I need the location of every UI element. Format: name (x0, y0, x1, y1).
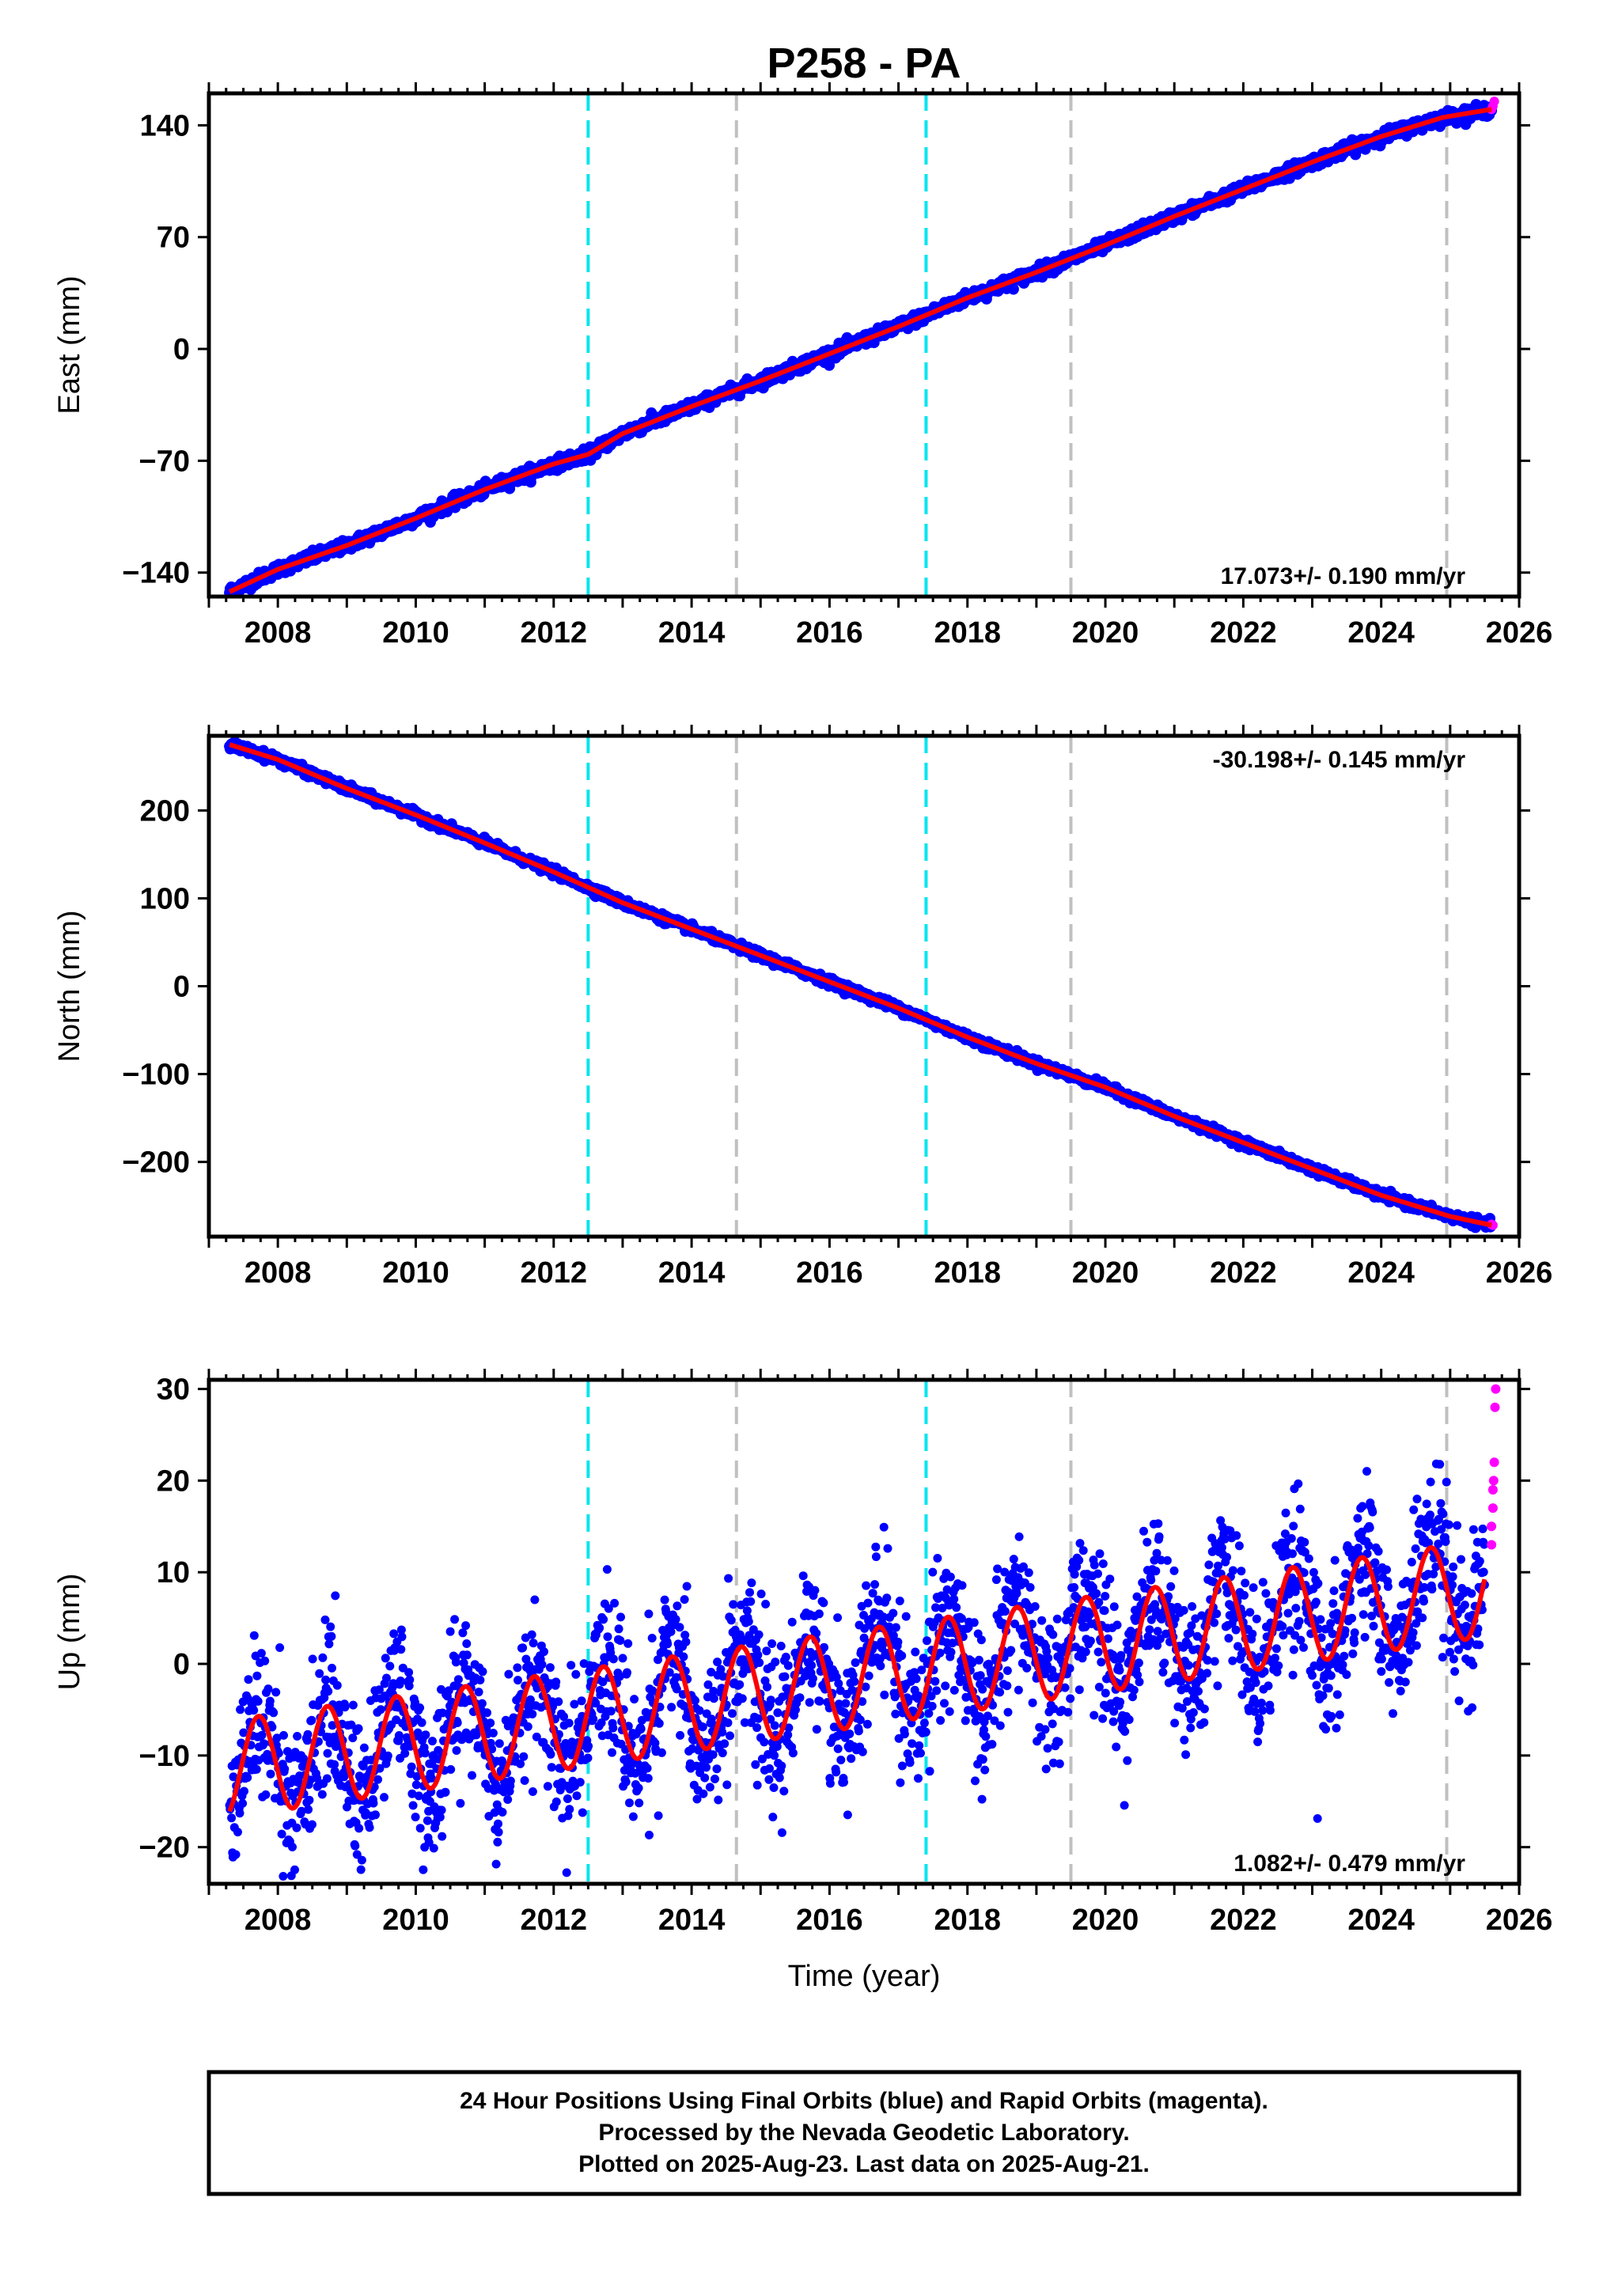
y-axis-label: North (mm) (53, 910, 86, 1062)
final-orbit-point (257, 1730, 267, 1740)
final-orbit-point (260, 1656, 270, 1665)
y-tick-label: 140 (140, 109, 190, 142)
final-orbit-point (227, 1813, 237, 1823)
final-orbit-point (235, 1809, 244, 1818)
final-orbit-point (288, 1843, 297, 1851)
final-orbit-point (305, 1795, 314, 1805)
final-orbit-point (240, 1786, 248, 1796)
final-orbit-point (307, 1715, 316, 1725)
x-tick-label: 2018 (934, 1256, 1001, 1290)
final-orbit-point (252, 1764, 261, 1774)
plot-area (224, 736, 1498, 1237)
final-orbit-point (238, 1798, 248, 1808)
final-orbit-point (290, 1865, 299, 1874)
final-orbit-point (253, 1696, 263, 1706)
figure-title: P258 - PA (767, 40, 961, 87)
y-tick-label: −140 (122, 557, 190, 590)
final-orbit-point (243, 1773, 252, 1783)
x-tick-label: 2016 (796, 1256, 863, 1290)
north-panel: −200 −100 0 100 200 2008 2010 2012 2014 2016 2018 2… (53, 725, 1552, 1290)
final-orbit-point (233, 1828, 242, 1837)
final-orbit-point (269, 1708, 279, 1718)
final-orbit-point (275, 1643, 285, 1652)
final-orbit-point (265, 1696, 275, 1706)
x-tick-label: 2008 (244, 616, 312, 650)
x-tick-label: 2010 (382, 1256, 449, 1290)
velocity-rate-label: -30.198+/- 0.145 mm/yr (1213, 747, 1466, 773)
final-orbit-point (252, 1671, 262, 1680)
x-tick-label: 2016 (796, 616, 863, 650)
x-tick-label: 2026 (1486, 1256, 1553, 1290)
x-tick-label: 2024 (1347, 616, 1415, 650)
final-orbit-point (260, 1739, 268, 1749)
x-tick-label: 2020 (1072, 616, 1139, 650)
velocity-rate-label: 17.073+/- 0.190 mm/yr (1221, 563, 1466, 589)
final-orbit-point (280, 1764, 290, 1774)
y-tick-label: 200 (140, 794, 190, 828)
final-orbit-point (266, 1769, 275, 1779)
final-orbit-point (315, 1669, 324, 1678)
final-orbit-point (249, 1706, 259, 1715)
x-tick-label: 2020 (1072, 1256, 1139, 1290)
final-orbit-point (293, 1732, 302, 1741)
y-tick-label: 100 (140, 882, 190, 915)
y-axis-label: East (mm) (53, 275, 86, 414)
x-tick-label: 2008 (244, 1256, 312, 1290)
x-tick-label: 2022 (1210, 616, 1277, 650)
final-orbit-point (304, 1805, 313, 1814)
final-orbit-point (244, 1675, 253, 1684)
final-orbit-point (231, 1850, 241, 1859)
x-tick-label: 2026 (1486, 616, 1553, 650)
x-tick-label: 2010 (382, 616, 449, 650)
y-tick-label: −200 (122, 1146, 190, 1180)
x-tick-label: 2024 (1347, 1256, 1415, 1290)
final-orbit-point (256, 1649, 266, 1658)
final-orbit-point (303, 1730, 313, 1739)
final-orbit-point (308, 1654, 317, 1664)
y-tick-label: −100 (122, 1059, 190, 1092)
east-panel: −140 −70 0 70 140 2008 2010 2012 2014 2016 2018 202… (53, 82, 1552, 650)
y-tick-label: 0 (173, 971, 190, 1004)
y-tick-label: 70 (157, 222, 190, 255)
final-orbit-point (271, 1688, 281, 1697)
x-tick-label: 2012 (521, 616, 588, 650)
plot-area (224, 93, 1499, 597)
y-tick-label: −70 (139, 445, 190, 478)
final-orbit-point (249, 1631, 259, 1640)
final-orbit-point (1007, 283, 1019, 295)
x-tick-label: 2022 (1210, 1256, 1277, 1290)
final-orbit-point (263, 1684, 273, 1694)
x-tick-label: 2012 (521, 1256, 588, 1290)
final-orbit-point (308, 1820, 316, 1829)
x-tick-label: 2014 (658, 1256, 726, 1290)
final-orbit-point (277, 1829, 286, 1839)
final-orbit-point (261, 1790, 271, 1799)
model-fit-line (228, 107, 1493, 594)
rapid-orbit-point (1489, 97, 1499, 107)
x-tick-label: 2014 (658, 616, 726, 650)
final-orbit-point (279, 1872, 288, 1881)
final-orbit-point (279, 1730, 288, 1740)
x-tick-label: 2018 (934, 616, 1001, 650)
final-orbit-point (292, 1823, 301, 1832)
final-orbit-point (236, 1705, 245, 1714)
y-tick-label: 0 (173, 333, 190, 366)
